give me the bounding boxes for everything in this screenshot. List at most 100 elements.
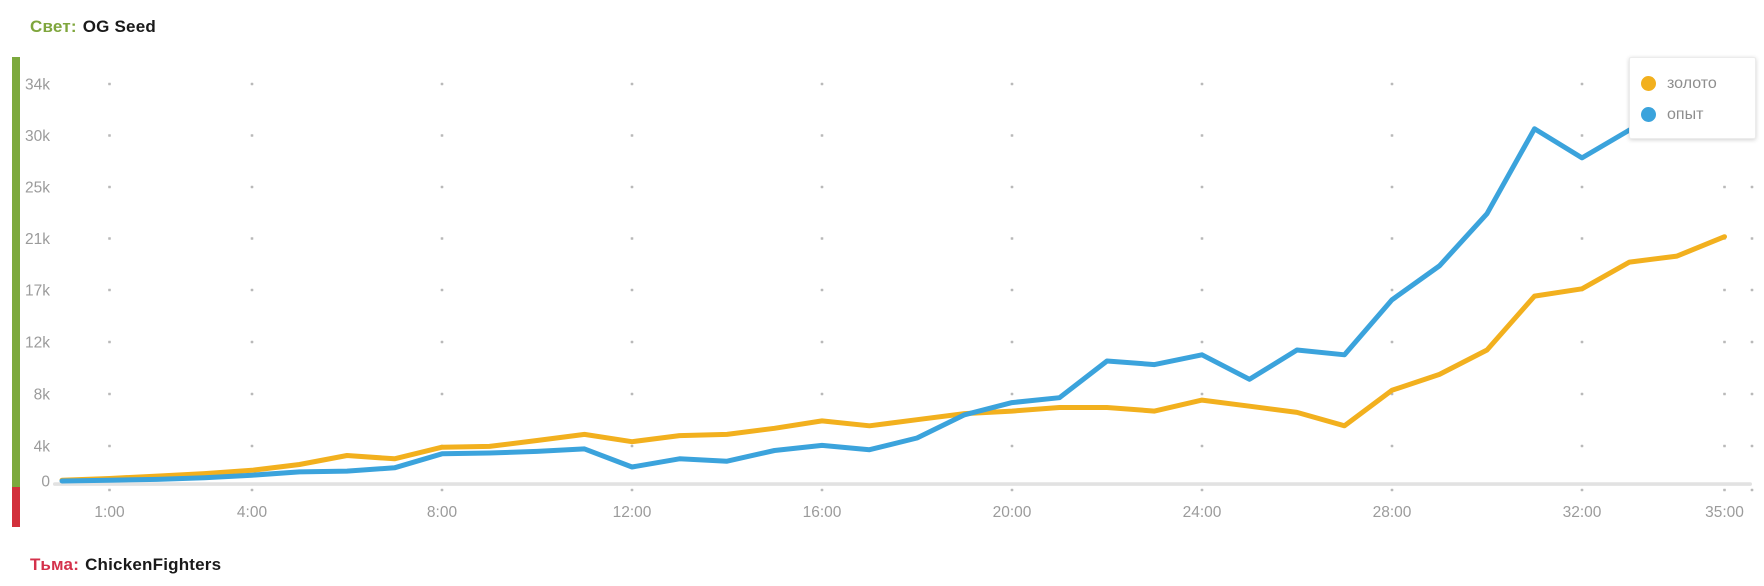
grid-dot — [1390, 340, 1394, 344]
y-tick-label: 0 — [41, 474, 50, 491]
grid-dot — [1580, 82, 1584, 86]
grid-dot — [1580, 134, 1584, 137]
x-tick-label: 35:00 — [1705, 504, 1744, 521]
grid-dot — [250, 237, 254, 240]
grid-dot — [820, 237, 824, 240]
grid-dot — [108, 237, 111, 240]
grid-dot — [1750, 237, 1754, 240]
grid-dot — [1723, 488, 1726, 492]
grid-dot — [1010, 288, 1014, 292]
grid-dot — [1010, 185, 1014, 189]
grid-dot — [1723, 444, 1726, 448]
grid-dot — [820, 488, 824, 492]
grid-dot — [108, 340, 111, 344]
x-tick-label: 20:00 — [993, 504, 1032, 521]
grid-dot — [1010, 237, 1014, 240]
grid-dot — [440, 340, 444, 344]
legend-item-xp[interactable]: опыт — [1638, 99, 1755, 130]
y-tick-label: 4k — [34, 439, 51, 456]
x-tick-label: 32:00 — [1563, 504, 1602, 521]
grid-dot — [1010, 488, 1014, 492]
grid-dot — [1580, 488, 1584, 492]
grid-dot — [440, 82, 444, 86]
grid-dot — [1200, 237, 1204, 240]
grid-dot — [630, 444, 634, 448]
x-tick-label: 4:00 — [237, 504, 268, 521]
grid-dot — [1200, 134, 1204, 137]
dire-axis-bar — [12, 487, 20, 527]
x-tick-label: 24:00 — [1183, 504, 1222, 521]
grid-dot — [250, 185, 254, 189]
grid-dot — [1390, 185, 1394, 189]
x-tick-label: 8:00 — [427, 504, 458, 521]
grid-dot — [250, 444, 254, 448]
grid-dot — [1200, 82, 1204, 86]
grid-dot — [250, 392, 254, 396]
x-axis-line — [53, 482, 1752, 486]
grid-dot — [108, 288, 111, 292]
grid-dot — [108, 488, 111, 492]
grid-dot — [250, 340, 254, 344]
grid-dot — [1200, 340, 1204, 344]
grid-dot — [1010, 340, 1014, 344]
grid-dot — [1580, 340, 1584, 344]
grid-dot — [1200, 444, 1204, 448]
radiant-team-name[interactable]: OG Seed — [82, 17, 156, 36]
xp-line — [59, 99, 1727, 484]
radiant-axis-bar — [12, 57, 20, 487]
grid-dot — [1750, 392, 1754, 396]
x-tick-label: 1:00 — [94, 504, 125, 521]
grid-dot — [1200, 288, 1204, 292]
grid-dot — [630, 134, 634, 137]
y-tick-label: 8k — [34, 387, 51, 404]
grid-dot — [250, 488, 254, 492]
xp-series-marker — [1641, 107, 1656, 122]
y-tick-label: 30k — [25, 128, 50, 145]
grid-dot — [108, 444, 111, 448]
grid-dot — [820, 288, 824, 292]
radiant-header: Свет: OG Seed — [30, 17, 156, 37]
grid-dot — [1750, 444, 1754, 448]
grid-dot — [1390, 488, 1394, 492]
grid-dot — [108, 185, 111, 189]
grid-dot — [1010, 444, 1014, 448]
grid-dot — [1200, 392, 1204, 396]
legend-item-gold[interactable]: золото — [1638, 68, 1755, 99]
grid-dot — [1010, 134, 1014, 137]
grid-dot — [1010, 392, 1014, 396]
grid-dot — [250, 288, 254, 292]
grid-dot — [1580, 185, 1584, 189]
grid-dot — [108, 134, 111, 137]
grid-dot — [250, 134, 254, 137]
grid-dot — [108, 82, 111, 86]
x-tick-label: 12:00 — [613, 504, 652, 521]
y-tick-label: 34k — [25, 77, 50, 94]
grid-dot — [1010, 82, 1014, 86]
grid-dot — [1390, 134, 1394, 137]
grid-dot — [630, 82, 634, 86]
grid-dot — [440, 488, 444, 492]
x-tick-label: 28:00 — [1373, 504, 1412, 521]
grid-dot — [1390, 82, 1394, 86]
y-tick-label: 21k — [25, 231, 50, 248]
grid-dot — [1580, 392, 1584, 396]
y-tick-label: 12k — [25, 335, 50, 352]
grid-dot — [820, 82, 824, 86]
grid-dot — [440, 185, 444, 189]
gold-series-label: золото — [1667, 74, 1717, 92]
grid-dot — [440, 134, 444, 137]
grid-dot — [1723, 185, 1726, 189]
grid-dot — [1723, 288, 1726, 292]
x-tick-label: 16:00 — [803, 504, 842, 521]
grid-dot — [1750, 185, 1754, 189]
grid-dot — [1390, 444, 1394, 448]
grid-dot — [630, 488, 634, 492]
grid-dot — [820, 340, 824, 344]
legend: золото опыт — [1629, 57, 1756, 139]
grid-dot — [1750, 340, 1754, 344]
grid-dot — [1580, 444, 1584, 448]
grid-dot — [1390, 237, 1394, 240]
grid-dot — [630, 237, 634, 240]
dire-team-name[interactable]: ChickenFighters — [85, 555, 222, 574]
